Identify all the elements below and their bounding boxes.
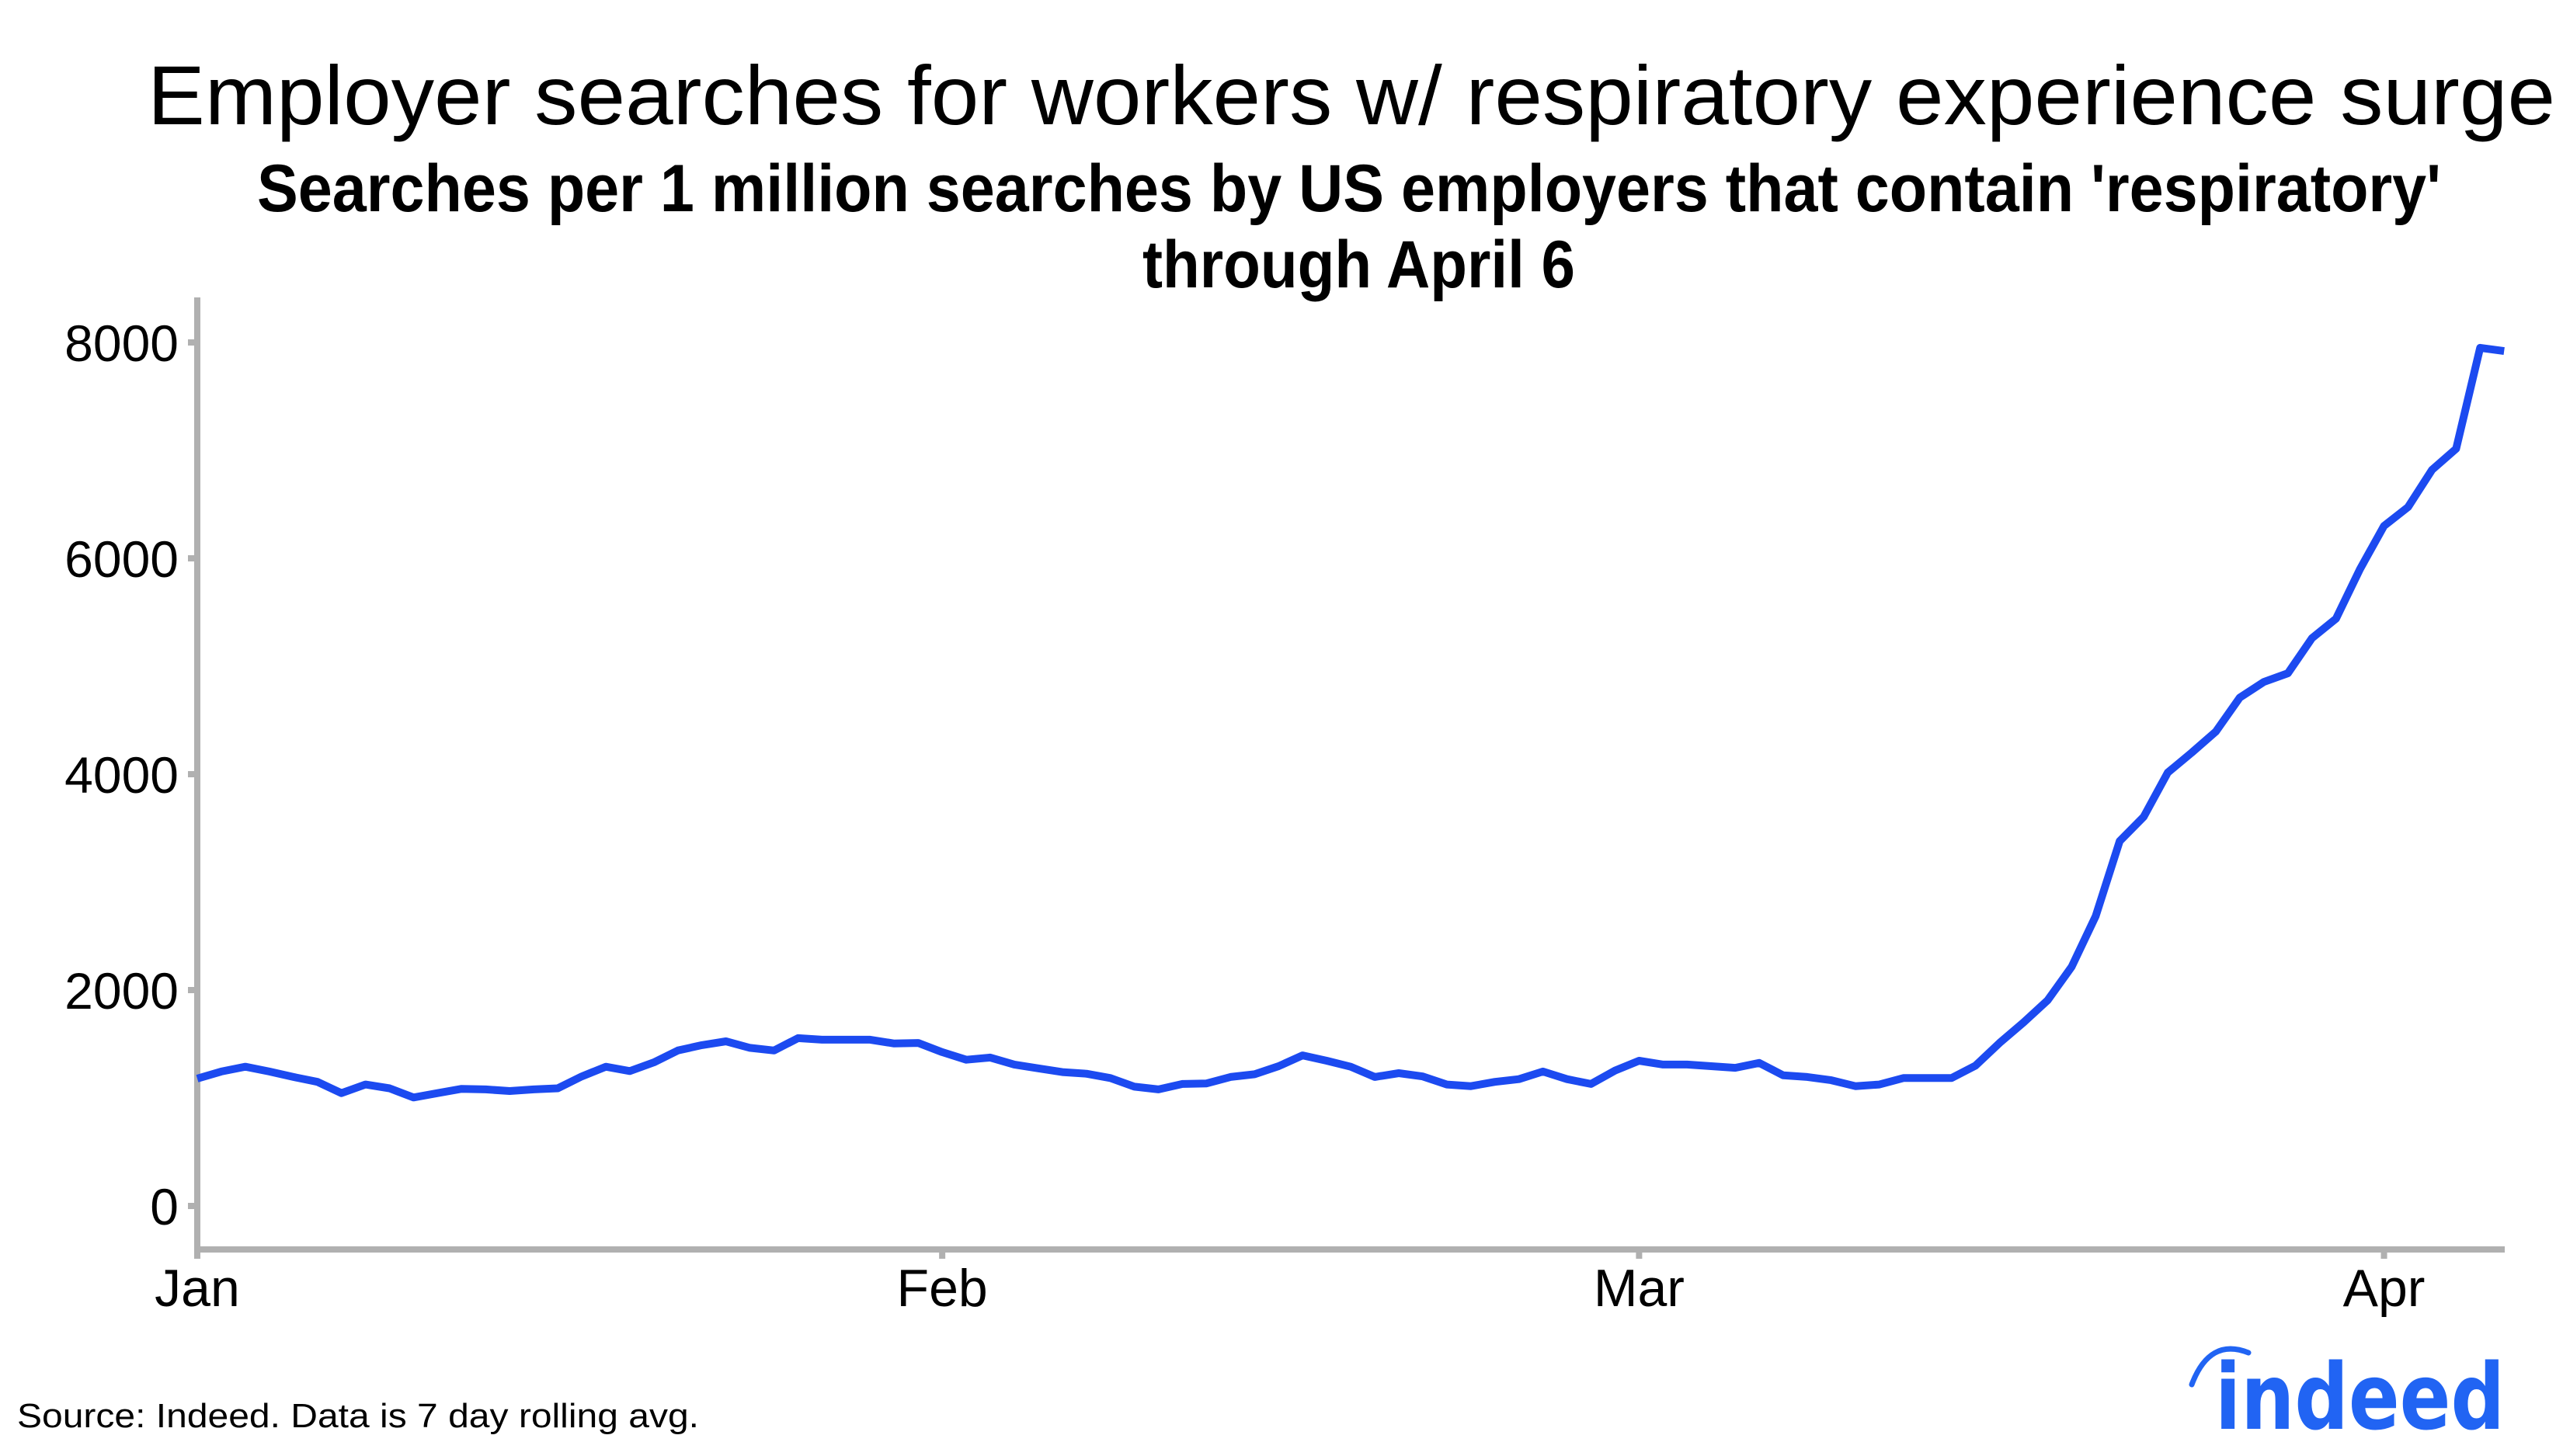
chart-subtitle-line2: through April 6 xyxy=(1142,228,1575,302)
y-tick-mark xyxy=(188,339,196,346)
y-tick-mark xyxy=(188,771,196,777)
source-note: Source: Indeed. Data is 7 day rolling av… xyxy=(17,1397,699,1435)
x-tick-mark xyxy=(194,1249,200,1259)
data-line-respiratory-searches xyxy=(196,343,2505,1102)
x-axis-line xyxy=(194,1246,2505,1253)
y-tick-label: 8000 xyxy=(64,314,179,372)
y-tick-mark xyxy=(188,555,196,561)
y-tick-label: 6000 xyxy=(64,530,179,588)
axes: 0 2000 4000 6000 8000 Jan Feb Mar Apr xyxy=(64,297,2505,1318)
indeed-logo-text: indeed xyxy=(2215,1343,2505,1451)
y-tick-label: 2000 xyxy=(64,962,179,1020)
x-tick-label: Apr xyxy=(2343,1259,2426,1318)
x-tick-label: Mar xyxy=(1594,1259,1685,1318)
y-tick-mark xyxy=(188,987,196,993)
y-tick-label: 0 xyxy=(150,1178,179,1235)
y-tick-mark xyxy=(188,1203,196,1209)
y-tick-label: 4000 xyxy=(64,746,179,804)
y-axis-ticks: 0 2000 4000 6000 8000 xyxy=(64,314,196,1235)
x-axis-ticks: Jan Feb Mar Apr xyxy=(155,1249,2425,1318)
x-tick-mark xyxy=(939,1249,946,1259)
chart-title: Employer searches for workers w/ respira… xyxy=(148,48,2555,142)
indeed-logo-arc-icon xyxy=(2189,1346,2252,1388)
x-tick-mark xyxy=(2380,1249,2387,1259)
indeed-logo: indeed xyxy=(2189,1343,2505,1451)
y-axis-line xyxy=(194,297,200,1253)
x-tick-label: Jan xyxy=(155,1259,240,1318)
chart-subtitle-line1: Searches per 1 million searches by US em… xyxy=(257,151,2441,226)
x-tick-label: Feb xyxy=(897,1259,988,1318)
x-tick-mark xyxy=(1636,1249,1643,1259)
